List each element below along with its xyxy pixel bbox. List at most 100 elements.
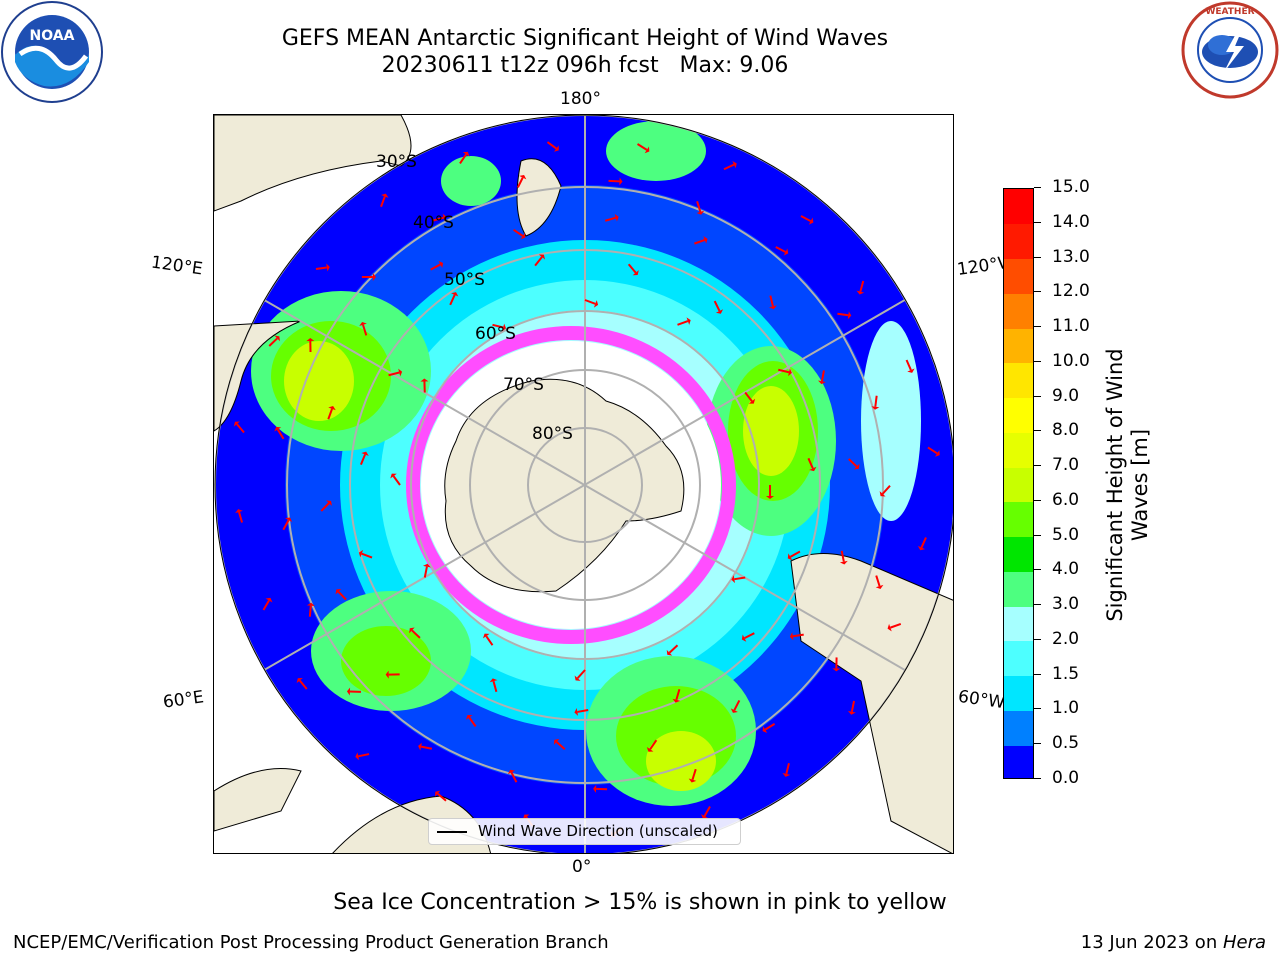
wind-arrow bbox=[576, 669, 586, 679]
wind-arrow-head bbox=[731, 575, 735, 584]
wind-arrow bbox=[636, 143, 648, 151]
colorbar-tick: 6.0 bbox=[1034, 489, 1080, 510]
colorbar-tick-label: 11.0 bbox=[1052, 316, 1090, 337]
wind-arrow bbox=[315, 266, 327, 271]
wind-arrow-head bbox=[326, 263, 330, 272]
wind-arrow bbox=[713, 300, 721, 312]
wind-arrow bbox=[604, 216, 617, 222]
wind-arrow bbox=[764, 723, 776, 731]
wind-arrow-head bbox=[296, 677, 303, 684]
lon-label-lower-right: 60°W bbox=[956, 686, 1007, 714]
wind-arrow bbox=[792, 633, 804, 638]
colorbar-tick-label: 6.0 bbox=[1052, 489, 1080, 510]
wind-arrow bbox=[778, 368, 790, 374]
colorbar-tick-label: 1.5 bbox=[1052, 663, 1080, 684]
wind-arrow-head bbox=[762, 726, 768, 734]
colorbar-tick-label: 5.0 bbox=[1052, 524, 1080, 545]
wind-arrow-head bbox=[856, 290, 865, 295]
wind-arrow-head bbox=[808, 217, 814, 225]
wind-arrow bbox=[449, 294, 456, 306]
wind-arrow bbox=[691, 768, 697, 780]
colorbar-segment bbox=[1004, 293, 1033, 329]
wind-arrow bbox=[432, 216, 445, 222]
wind-arrow-head bbox=[715, 309, 724, 314]
colorbar-tick-label: 10.0 bbox=[1052, 350, 1090, 371]
wind-arrow-head bbox=[235, 509, 243, 514]
wind-arrow bbox=[733, 699, 741, 711]
wind-arrow bbox=[608, 179, 620, 183]
colorbar-segment bbox=[1004, 362, 1033, 399]
wind-arrow-head bbox=[703, 236, 708, 244]
wind-arrow bbox=[420, 745, 433, 750]
wind-arrow bbox=[775, 246, 786, 253]
wind-arrow-head bbox=[438, 260, 444, 268]
antarctica-land bbox=[444, 378, 685, 593]
lon-label-lower-left: 60°E bbox=[161, 687, 206, 713]
wind-arrow bbox=[510, 771, 518, 783]
colorbar-tick-label: 1.0 bbox=[1052, 698, 1080, 719]
wind-arrow-head bbox=[789, 632, 794, 641]
colorbar-segment bbox=[1004, 571, 1033, 607]
wind-arrow-head bbox=[265, 597, 273, 603]
wind-arrow bbox=[423, 566, 428, 578]
colorbar-tick-label: 2.0 bbox=[1052, 628, 1080, 649]
wind-arrow bbox=[848, 458, 858, 468]
wind-arrow-head bbox=[672, 698, 681, 703]
colorbar-tick: 1.0 bbox=[1034, 700, 1079, 717]
wind-arrow bbox=[649, 739, 658, 750]
colorbar bbox=[1003, 188, 1034, 779]
lat-label-80s: 80°S bbox=[532, 424, 573, 444]
lon-label-bottom: 0° bbox=[572, 857, 592, 877]
wind-arrow-head bbox=[879, 491, 886, 497]
wind-arrow-head bbox=[619, 177, 623, 186]
colorbar-tick: 8.0 bbox=[1034, 422, 1079, 439]
colorbar-tick: 3.0 bbox=[1034, 596, 1079, 613]
wind-arrow bbox=[337, 591, 347, 601]
colorbar-tick-label: 3.0 bbox=[1052, 594, 1080, 615]
wind-arrow-head bbox=[538, 254, 546, 260]
wind-arrow bbox=[859, 280, 865, 292]
wind-arrow bbox=[890, 623, 902, 629]
wind-arrow-head bbox=[306, 602, 315, 607]
wind-arrow bbox=[920, 537, 927, 548]
wind-arrow bbox=[769, 295, 774, 307]
wind-arrow-head bbox=[507, 769, 515, 775]
wind-arrow bbox=[789, 550, 801, 558]
wind-arrow bbox=[516, 177, 524, 188]
wind-arrow bbox=[734, 576, 746, 581]
wind-arrow-head bbox=[787, 553, 793, 561]
wind-arrow-head bbox=[875, 584, 884, 589]
footer-date-text: 13 Jun 2023 on bbox=[1080, 932, 1223, 953]
wind-arrow bbox=[320, 502, 330, 512]
wind-arrow bbox=[627, 263, 637, 274]
wind-arrow bbox=[723, 163, 735, 171]
wind-arrow-head bbox=[782, 772, 791, 777]
wind-arrow bbox=[236, 423, 245, 434]
wind-arrow bbox=[875, 575, 881, 587]
map-legend: Wind Wave Direction (unscaled) bbox=[428, 818, 741, 845]
lat-label-60s: 60°S bbox=[475, 324, 516, 344]
wind-arrow-head bbox=[701, 814, 709, 819]
colorbar-tick: 0.5 bbox=[1034, 735, 1079, 752]
wind-arrow-head bbox=[420, 378, 429, 382]
wind-arrow-head bbox=[274, 335, 280, 342]
wind-arrow-head bbox=[326, 500, 332, 506]
colorbar-tick-label: 13.0 bbox=[1052, 246, 1090, 267]
wind-arrow-head bbox=[355, 752, 360, 761]
wind-arrow bbox=[268, 337, 278, 347]
colorbar-tick-label: 4.0 bbox=[1052, 559, 1080, 580]
nws-logo: WEATHER bbox=[1181, 1, 1279, 99]
wind-arrow-head bbox=[553, 738, 560, 745]
wind-arrow-head bbox=[741, 634, 747, 642]
colorbar-segment bbox=[1004, 710, 1033, 746]
wind-arrow-head bbox=[274, 426, 282, 432]
colorbar-tick: 0.0 bbox=[1034, 770, 1079, 787]
wind-arrow-head bbox=[462, 151, 470, 157]
wind-arrow bbox=[238, 511, 244, 523]
wind-arrow-head bbox=[489, 678, 498, 683]
colorbar-tick: 13.0 bbox=[1034, 246, 1090, 267]
colorbar-segment bbox=[1004, 223, 1033, 259]
wind-arrow-head bbox=[418, 742, 422, 751]
wind-arrow-head bbox=[887, 623, 892, 632]
colorbar-tick: 7.0 bbox=[1034, 457, 1079, 474]
